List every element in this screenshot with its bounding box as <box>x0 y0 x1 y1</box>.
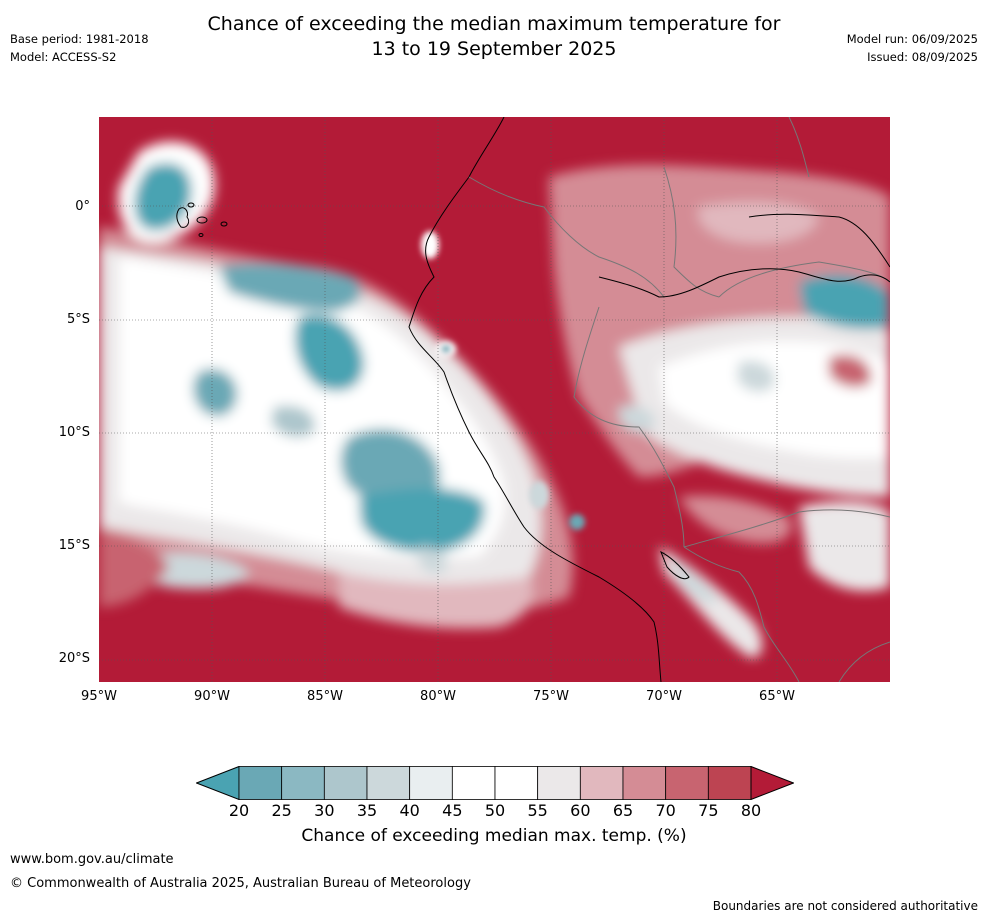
colorbar-tick-label: 35 <box>356 801 378 820</box>
colorbar-arrow-low <box>195 765 240 801</box>
coastal-spots <box>421 231 585 530</box>
lat-label-10s: 10°S <box>58 425 90 440</box>
colorbar-box <box>579 766 624 800</box>
colorbar-box <box>622 766 667 800</box>
galapagos-islands <box>176 202 228 237</box>
lon-label-85w: 85°W <box>307 689 343 704</box>
colorbar-box <box>281 766 325 800</box>
colorbar-box <box>409 766 453 800</box>
colorbar-tick-label: 80 <box>740 801 762 820</box>
colorbar-box <box>537 766 581 800</box>
base-period: Base period: 1981-2018 <box>10 32 149 46</box>
colorbar-tick-label: 55 <box>527 801 548 820</box>
colorbar-tick-label: 75 <box>698 801 719 820</box>
lat-label-0: 0° <box>75 199 90 214</box>
colorbar-box <box>665 766 709 800</box>
river <box>598 268 890 298</box>
lon-label-80w: 80°W <box>420 689 456 704</box>
lon-label-70w: 70°W <box>646 689 682 704</box>
probability-map <box>99 117 890 682</box>
title-line-2: 13 to 19 September 2025 <box>371 38 617 60</box>
map-title: Chance of exceeding the median maximum t… <box>0 12 988 62</box>
disclaimer: Boundaries are not considered authoritat… <box>712 899 978 913</box>
inland-anomaly-region <box>549 165 890 658</box>
colorbar-label: Chance of exceeding median max. temp. (%… <box>301 826 687 846</box>
colorbar-arrow-high <box>750 765 795 801</box>
graticule <box>99 117 890 682</box>
title-line-1: Chance of exceeding the median maximum t… <box>207 13 781 35</box>
colorbar-box <box>451 766 496 800</box>
meta-right: Model run: 06/09/2025 Issued: 08/09/2025 <box>847 30 978 66</box>
colorbar-tick-label: 60 <box>570 801 591 820</box>
colorbar-box <box>494 766 539 800</box>
lat-label-5s: 5°S <box>66 312 90 327</box>
colorbar-tick-label: 45 <box>442 801 463 820</box>
lon-label-65w: 65°W <box>759 689 795 704</box>
model-name: Model: ACCESS-S2 <box>10 50 117 64</box>
colorbar-tick-label: 50 <box>484 801 506 820</box>
model-run: Model run: 06/09/2025 <box>846 32 978 46</box>
lat-label-20s: 20°S <box>58 651 90 666</box>
country-borders <box>468 117 890 682</box>
colorbar-box <box>366 766 411 800</box>
issued-date: Issued: 08/09/2025 <box>867 50 978 64</box>
copyright: © Commonwealth of Australia 2025, Austra… <box>10 876 471 891</box>
footer-url: www.bom.gov.au/climate <box>10 852 174 867</box>
colorbar-box <box>238 766 283 800</box>
ocean-anomaly-region <box>99 141 573 629</box>
lake-titicaca <box>660 550 690 580</box>
colorbar-tick-label: 30 <box>314 801 335 820</box>
colorbar-tick-label: 65 <box>612 801 634 820</box>
lon-label-90w: 90°W <box>194 689 230 704</box>
colorbar-box <box>707 766 752 800</box>
colorbar <box>195 765 795 801</box>
meta-left: Base period: 1981-2018 Model: ACCESS-S2 <box>10 30 149 66</box>
colorbar-tick-label: 20 <box>228 801 250 820</box>
river-north <box>748 213 890 268</box>
coastline <box>408 117 662 682</box>
colorbar-tick-label: 25 <box>271 801 292 820</box>
map-panel <box>99 117 890 682</box>
colorbar-svg <box>195 765 795 801</box>
colorbar-tick-label: 40 <box>399 801 420 820</box>
colorbar-box <box>323 766 368 800</box>
lon-label-95w: 95°W <box>81 689 117 704</box>
lon-label-75w: 75°W <box>533 689 569 704</box>
colorbar-tick-label: 70 <box>655 801 676 820</box>
lat-label-15s: 15°S <box>58 538 90 553</box>
